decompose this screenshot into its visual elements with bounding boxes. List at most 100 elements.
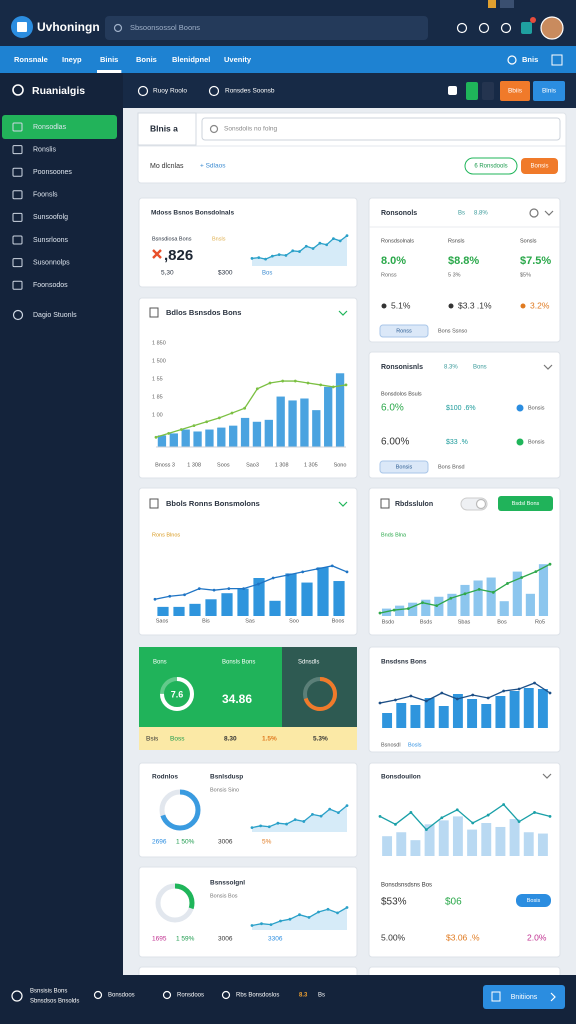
button-label[interactable]: Bonsis xyxy=(530,164,548,170)
button[interactable] xyxy=(533,81,565,101)
button[interactable] xyxy=(500,81,530,101)
bar xyxy=(410,840,421,856)
stat: 1 50% xyxy=(176,839,195,846)
footer-item[interactable]: Rbs Bonsdoslos xyxy=(236,993,279,999)
bar xyxy=(499,601,509,616)
sidebar-item[interactable]: Ronsodlas xyxy=(33,124,67,131)
search-input[interactable] xyxy=(201,117,561,141)
point xyxy=(153,597,157,601)
button-label[interactable]: 6 Ronsdools xyxy=(474,164,507,170)
toggle-label[interactable]: Bonsis xyxy=(528,405,545,411)
button-label[interactable]: Bbiis xyxy=(508,88,523,95)
point xyxy=(257,256,261,260)
x-tick-label: Sbas xyxy=(458,619,471,625)
nav-tab[interactable]: Ronsnale xyxy=(14,55,48,64)
sidebar-item[interactable]: Sunsoofolg xyxy=(33,214,68,221)
sidebar-item[interactable]: Susonnolps xyxy=(33,259,70,266)
button[interactable] xyxy=(379,324,429,338)
pill-label[interactable]: Bosis xyxy=(527,898,541,904)
breadcrumb-link[interactable]: + Sdlaos xyxy=(200,163,226,170)
sidebar-item[interactable]: Foonsodos xyxy=(33,282,68,289)
point xyxy=(243,406,247,410)
button[interactable] xyxy=(498,496,553,511)
link[interactable]: Bons Ssnso xyxy=(438,328,467,334)
bar xyxy=(229,425,238,447)
badge xyxy=(530,17,536,23)
point xyxy=(192,424,196,428)
nav-tab[interactable]: Uvenity xyxy=(224,55,252,64)
donut-label: 7.6 xyxy=(171,689,184,699)
nav-tab[interactable]: Ineyp xyxy=(62,55,82,64)
bar xyxy=(157,606,169,616)
nav-link[interactable]: Bnis xyxy=(522,55,538,64)
x-tick-label: Saos xyxy=(156,618,169,624)
button-label[interactable]: Bnitiions xyxy=(511,994,538,1001)
card-title: Bsnssolgnl xyxy=(210,880,245,887)
sidebar-item[interactable]: Sunsrloons xyxy=(33,237,69,244)
strip-value: Boss xyxy=(170,736,185,743)
area xyxy=(252,805,347,832)
nav-tab[interactable]: Blenidpnel xyxy=(172,55,210,64)
button-label[interactable]: Bsdsl Bons xyxy=(512,501,540,507)
point xyxy=(298,913,301,917)
link[interactable]: Bons Bnsd xyxy=(438,464,465,470)
button[interactable] xyxy=(379,460,429,474)
icon xyxy=(113,23,123,33)
stat-sub: $300 xyxy=(218,270,233,277)
bar xyxy=(317,567,329,616)
point xyxy=(435,604,439,608)
button[interactable] xyxy=(483,985,565,1009)
icon xyxy=(93,990,103,1000)
nav-tab[interactable]: Bonis xyxy=(136,55,157,64)
pill[interactable] xyxy=(516,894,551,907)
x-tick-label: Bsdo xyxy=(382,619,395,625)
bar xyxy=(396,703,407,728)
sidebar-item[interactable]: Foonsls xyxy=(33,192,58,199)
y-tick-label: 1 500 xyxy=(152,358,166,364)
tab-label[interactable]: Blnis a xyxy=(150,123,178,133)
tag: Bs xyxy=(458,211,465,217)
sidebar-item[interactable]: Ronslis xyxy=(33,146,56,153)
card xyxy=(138,866,358,958)
point xyxy=(338,239,342,243)
line xyxy=(379,682,551,704)
chevron xyxy=(338,501,348,507)
chevron xyxy=(550,992,556,1002)
toggle-label[interactable]: Bonsis xyxy=(528,439,545,445)
x-tick-label: 1 308 xyxy=(275,462,289,468)
legend: Bnds Blna xyxy=(381,532,407,538)
bar xyxy=(324,386,333,447)
button[interactable] xyxy=(521,158,558,174)
sidebar-item[interactable]: Dagio Stuonls xyxy=(33,312,77,319)
bar xyxy=(447,593,457,616)
summary-strip xyxy=(139,727,357,750)
stat-value: $53% xyxy=(381,897,407,908)
tag: 8.3% xyxy=(444,365,458,371)
button-label[interactable]: Blnis xyxy=(542,88,557,95)
point xyxy=(316,567,319,571)
toolbar-item[interactable]: Ruoy Roolo xyxy=(153,88,187,95)
active-tab-indicator xyxy=(97,70,122,73)
sidebar-item[interactable]: Poonsoones xyxy=(33,169,72,176)
bar xyxy=(269,600,281,616)
point xyxy=(477,587,481,591)
icon xyxy=(152,249,162,259)
logo-mark xyxy=(17,22,27,32)
bar xyxy=(460,584,470,616)
kpi-value: $8.8% xyxy=(448,255,479,267)
point xyxy=(421,601,424,605)
footer-item[interactable]: Ronsdoos xyxy=(177,993,204,999)
icon xyxy=(12,84,24,96)
button-label[interactable]: Bonsis xyxy=(396,464,413,470)
button-label[interactable]: Ronss xyxy=(396,328,412,334)
bar xyxy=(509,691,520,728)
point xyxy=(179,428,183,431)
point xyxy=(270,254,274,258)
donut-arc xyxy=(155,883,195,923)
button[interactable] xyxy=(464,157,518,175)
search-box[interactable] xyxy=(105,16,428,40)
toolbar-item[interactable]: Ronsdes Soonsb xyxy=(225,88,275,95)
point xyxy=(250,826,254,829)
footer-item[interactable]: Bonsdoos xyxy=(108,993,135,999)
nav-tab[interactable]: Binis xyxy=(100,55,118,64)
